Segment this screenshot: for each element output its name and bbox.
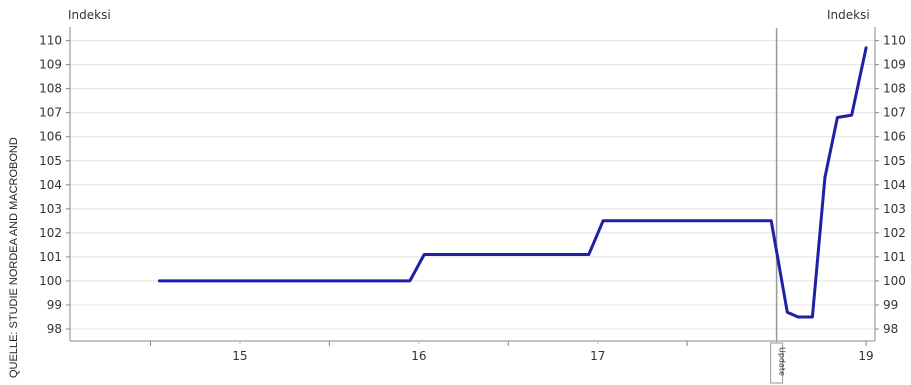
y-tick-label-left-109: 109 xyxy=(39,58,62,72)
series-layer xyxy=(157,46,868,319)
x-tick-label-16: 16 xyxy=(411,349,426,363)
y-tick-label-left-99: 99 xyxy=(47,298,62,312)
x-tick-label-15: 15 xyxy=(232,349,247,363)
y-tick-label-left-103: 103 xyxy=(39,202,62,216)
y-tick-label-right-107: 107 xyxy=(883,106,906,120)
y-tick-label-left-100: 100 xyxy=(39,274,62,288)
gridlines xyxy=(70,40,875,330)
series-line-0 xyxy=(157,46,868,319)
y-tick-label-left-98: 98 xyxy=(47,322,62,336)
left-y-axis-ticks: 98 99 100 101 102 103 104 105 106 107 108 109 110 xyxy=(39,34,62,336)
y-tick-label-right-103: 103 xyxy=(883,202,906,216)
right-y-axis-ticks: 98 99 100 101 102 103 104 105 106 107 108 109 110 xyxy=(883,34,906,336)
x-tick-label-19: 19 xyxy=(858,349,873,363)
y-tick-label-left-108: 108 xyxy=(39,82,62,96)
y-tick-label-left-102: 102 xyxy=(39,226,62,240)
left-axis-title: Indeksi xyxy=(68,8,111,22)
y-tick-label-right-101: 101 xyxy=(883,250,906,264)
y-tick-label-left-107: 107 xyxy=(39,106,62,120)
y-tick-label-left-110: 110 xyxy=(39,34,62,48)
y-tick-label-right-108: 108 xyxy=(883,82,906,96)
y-tick-label-left-101: 101 xyxy=(39,250,62,264)
y-tick-label-right-106: 106 xyxy=(883,130,906,144)
x-tick-label-17: 17 xyxy=(590,349,605,363)
y-tick-label-right-102: 102 xyxy=(883,226,906,240)
y-tick-label-right-100: 100 xyxy=(883,274,906,288)
update-marker-box xyxy=(770,342,784,384)
y-tick-label-right-98: 98 xyxy=(883,322,898,336)
x-axis-ticks: 15 16 17 19 xyxy=(232,349,873,363)
y-tick-label-right-105: 105 xyxy=(883,154,906,168)
right-axis-title: Indeksi xyxy=(827,8,870,22)
y-tick-label-left-106: 106 xyxy=(39,130,62,144)
y-tick-label-left-104: 104 xyxy=(39,178,62,192)
update-marker-label: Update xyxy=(778,347,787,376)
source-note: QUELLE: STUDIE NORDEA AND MACROBOND xyxy=(8,137,20,378)
y-tick-label-right-99: 99 xyxy=(883,298,898,312)
y-tick-label-right-110: 110 xyxy=(883,34,906,48)
y-tick-label-right-109: 109 xyxy=(883,58,906,72)
axes xyxy=(66,27,879,346)
update-marker: Update xyxy=(770,28,787,384)
y-tick-label-left-105: 105 xyxy=(39,154,62,168)
y-tick-label-right-104: 104 xyxy=(883,178,906,192)
